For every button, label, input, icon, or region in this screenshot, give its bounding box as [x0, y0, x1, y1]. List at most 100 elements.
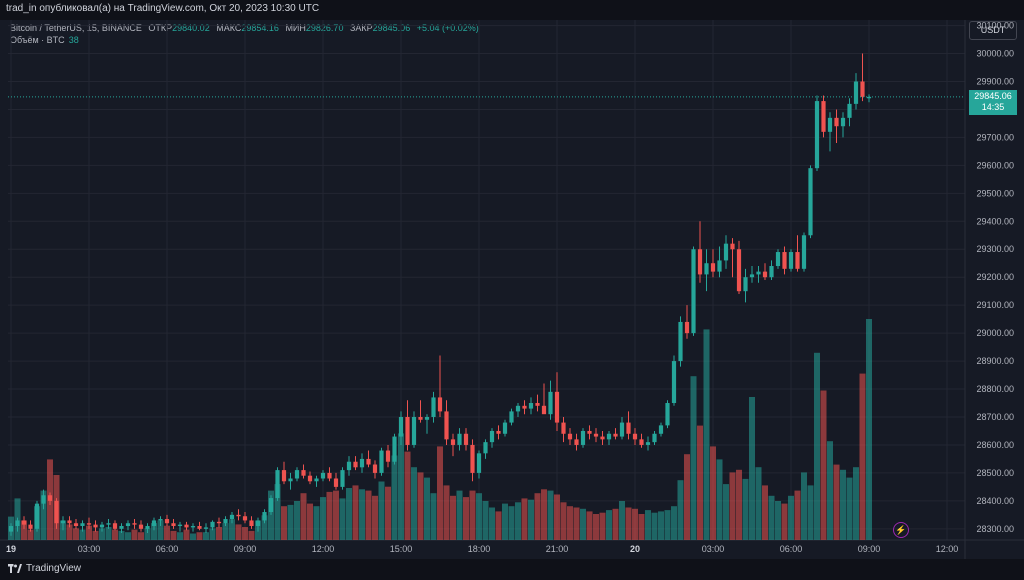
volume-bar — [190, 533, 196, 540]
published-caption: trad_in опубликовал(а) на TradingView.co… — [6, 3, 320, 14]
candle-body — [704, 263, 709, 275]
candle-body — [606, 433, 612, 440]
volume-bar — [593, 514, 599, 540]
volume-bar — [86, 525, 92, 540]
brand-name: TradingView — [26, 563, 82, 574]
candle-body — [463, 433, 469, 445]
lightning-icon[interactable]: ⚡ — [893, 522, 909, 538]
candle-body — [106, 523, 111, 525]
top-bar: trad_in опубликовал(а) на TradingView.co… — [0, 0, 1024, 20]
candle-body — [405, 416, 410, 445]
candle-body — [73, 523, 79, 527]
volume-bar — [638, 514, 645, 540]
currency-button[interactable]: USDT — [969, 21, 1017, 40]
volume-bar — [677, 480, 684, 540]
candle-body — [346, 461, 352, 471]
volume-bar — [586, 511, 593, 540]
time-tick-label: 06:00 — [780, 544, 803, 554]
volume-bar — [547, 490, 554, 540]
candle-body — [372, 464, 378, 473]
countdown: 14:35 — [981, 101, 1005, 112]
candle-body — [229, 514, 235, 520]
price-tick-label: 29100.00 — [976, 300, 1014, 310]
price-tick-label: 29900.00 — [976, 77, 1014, 87]
candle-body — [528, 403, 534, 409]
price-tick-label: 29300.00 — [976, 244, 1014, 254]
candle-body — [353, 461, 358, 468]
candle-body — [444, 411, 449, 440]
candle-body — [717, 260, 722, 272]
volume-bar — [755, 467, 762, 540]
candle-body — [242, 516, 248, 521]
volume-bar — [840, 469, 846, 540]
volume-bar — [567, 506, 573, 540]
candle-body — [437, 397, 443, 412]
close-value: 29845.06 — [372, 23, 411, 33]
symbol-legend: Bitcoin / TetherUS, 15, BINANCE ОТКР2984… — [10, 23, 479, 33]
volume-bar — [235, 524, 242, 540]
volume-bar — [807, 485, 814, 540]
volume-bar — [391, 455, 398, 540]
volume-bar — [801, 472, 807, 540]
candle-body — [28, 524, 33, 529]
candle-body — [834, 117, 839, 127]
symbol-name[interactable]: Bitcoin / TetherUS, 15, BINANCE — [10, 23, 142, 33]
volume-bar — [866, 319, 872, 540]
time-tick-label: 15:00 — [390, 544, 413, 554]
candle-body — [41, 495, 46, 504]
volume-bar — [216, 527, 222, 540]
candle-body — [138, 524, 144, 529]
candle-body — [509, 411, 514, 423]
candle-body — [340, 470, 345, 487]
candle-body — [762, 271, 768, 278]
candle-body — [600, 436, 605, 440]
candle-body — [541, 405, 547, 415]
candle-body — [21, 520, 27, 525]
candle-body — [216, 521, 222, 524]
candle-body — [424, 416, 430, 420]
candle-body — [535, 403, 540, 406]
candle-body — [593, 433, 599, 437]
candle-body — [853, 81, 859, 104]
candle-body — [697, 249, 703, 275]
candle-body — [489, 430, 495, 443]
volume-bar — [300, 493, 307, 540]
volume-bar — [684, 454, 690, 540]
volume-bar — [359, 489, 365, 540]
volume-bar — [599, 512, 606, 540]
candle-body — [684, 321, 690, 334]
volume-bar — [92, 530, 99, 540]
candle-body — [450, 439, 456, 445]
volume-bar — [859, 373, 866, 540]
candle-body — [821, 101, 826, 132]
candle-body — [223, 519, 228, 524]
volume-bar — [287, 504, 294, 540]
candle-body — [470, 444, 475, 473]
candle-body — [580, 430, 586, 445]
time-tick-label: 21:00 — [546, 544, 569, 554]
candle-body — [860, 81, 865, 97]
candle-body — [93, 524, 98, 528]
volume-bar — [788, 495, 794, 540]
volume-bar — [827, 441, 833, 540]
candle-body — [671, 361, 677, 404]
volume-bar — [346, 488, 352, 540]
candle-body — [210, 521, 215, 528]
candle-body — [756, 271, 761, 275]
candle-body — [548, 391, 553, 415]
candle-body — [203, 527, 209, 529]
volume-bar — [60, 520, 66, 540]
candle-body — [827, 117, 833, 132]
volume-bar — [723, 484, 729, 540]
candle-body — [333, 478, 339, 487]
candle-body — [418, 416, 423, 420]
high-value: 29854.16 — [241, 23, 279, 33]
volume-bar — [294, 501, 300, 540]
volume-bar — [131, 529, 138, 540]
volume-legend[interactable]: Объём · BTC 38 — [10, 35, 79, 45]
volume-bar — [651, 512, 658, 540]
candle-body — [782, 252, 787, 269]
tradingview-logo[interactable]: TradingView — [8, 563, 81, 574]
candle-body — [554, 391, 560, 423]
